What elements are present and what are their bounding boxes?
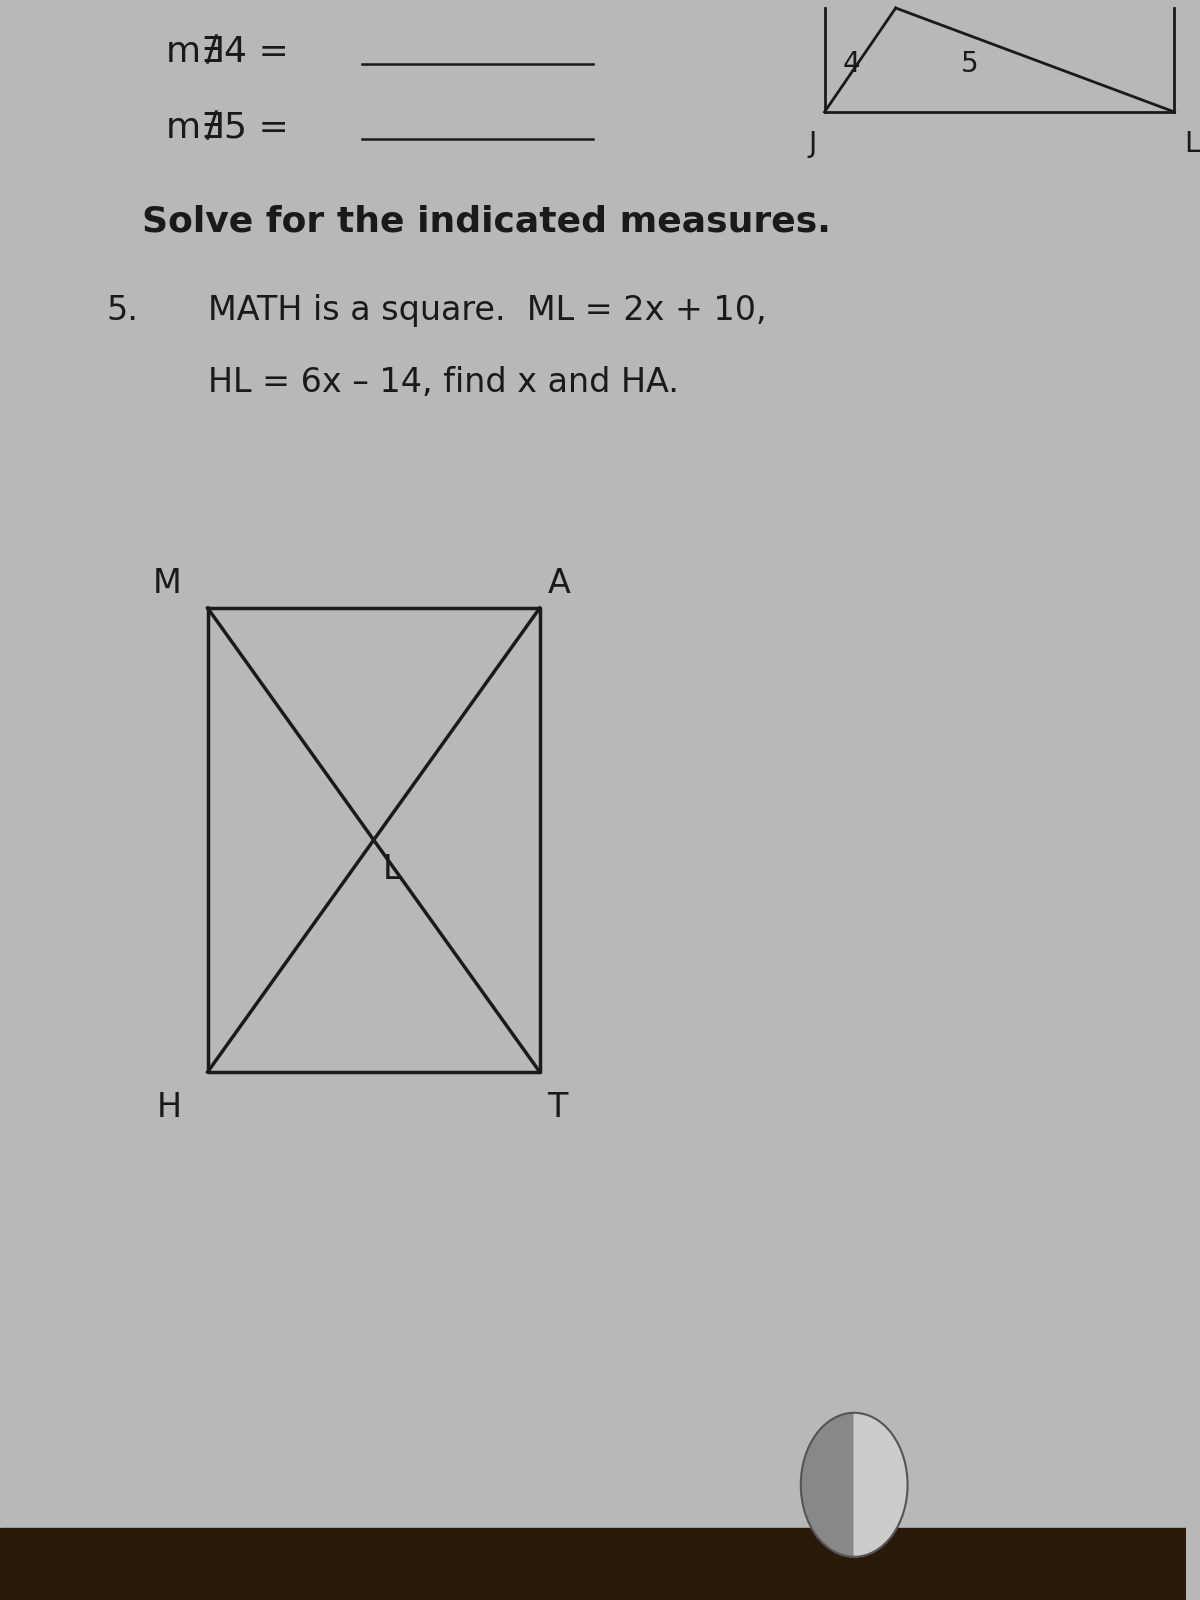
Text: T: T: [547, 1091, 568, 1125]
Text: Solve for the indicated measures.: Solve for the indicated measures.: [143, 205, 832, 238]
Text: m∄4 =: m∄4 =: [166, 35, 300, 70]
Wedge shape: [800, 1413, 854, 1557]
Text: HL = 6x – 14, find x and HA.: HL = 6x – 14, find x and HA.: [208, 366, 679, 398]
Wedge shape: [854, 1413, 907, 1557]
Text: 5: 5: [961, 50, 978, 78]
Text: H: H: [156, 1091, 181, 1125]
Text: A: A: [547, 566, 570, 600]
Text: 4: 4: [842, 50, 860, 78]
Text: L: L: [383, 853, 402, 886]
Bar: [0, 1528, 1187, 1600]
Text: L: L: [1184, 130, 1200, 158]
Text: m∄5 =: m∄5 =: [166, 110, 300, 146]
Text: J: J: [809, 130, 817, 158]
Text: 5.: 5.: [107, 294, 139, 326]
Text: M: M: [152, 566, 181, 600]
Text: MATH is a square.  ML = 2x + 10,: MATH is a square. ML = 2x + 10,: [208, 294, 767, 326]
